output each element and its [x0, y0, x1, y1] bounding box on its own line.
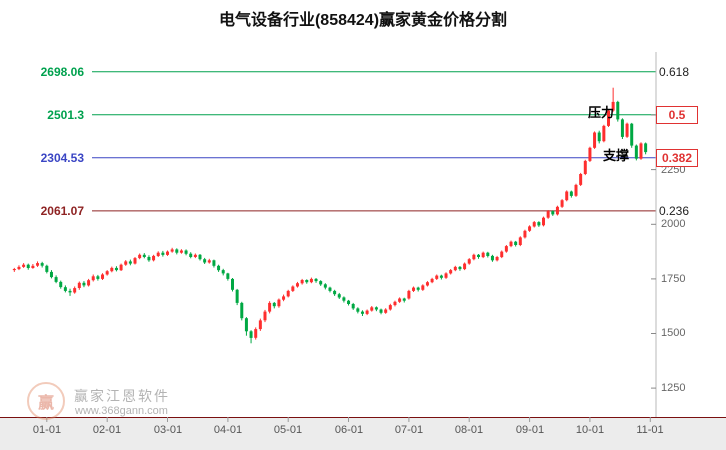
brand-logo-icon: 赢	[27, 382, 65, 420]
fib-price-label-0382: 2304.53	[40, 151, 84, 165]
brand-name: 赢家江恩软件	[74, 388, 170, 404]
x-axis-tick: 01-01	[32, 424, 62, 436]
fib-ratio-label-0618: 0.618	[659, 65, 690, 79]
fib-price-label-0236: 2061.07	[40, 204, 84, 218]
y-axis-tick: 1500	[661, 327, 686, 339]
chart-title: 电气设备行业(858424)赢家黄金价格分割	[218, 12, 508, 29]
x-axis-tick: 10-01	[575, 424, 605, 436]
y-axis-tick: 2250	[661, 164, 686, 176]
support-annotation: 支撑	[603, 148, 630, 163]
x-axis-tick: 03-01	[153, 424, 183, 436]
fib-price-label-05: 2501.3	[47, 108, 84, 122]
x-axis-band	[0, 418, 726, 450]
x-axis-tick: 06-01	[334, 424, 364, 436]
y-axis-tick: 1250	[661, 382, 686, 394]
x-axis-tick: 08-01	[454, 424, 484, 436]
x-axis-tick: 02-01	[92, 424, 122, 436]
x-axis-tick: 09-01	[515, 424, 545, 436]
fib-ratio-label-0236: 0.236	[659, 204, 690, 218]
brand-url: www.368gann.com	[75, 405, 168, 417]
support-ratio-box: 0.382	[656, 149, 698, 167]
fib-price-label-0618: 2698.06	[40, 65, 84, 79]
x-axis-tick: 11-01	[636, 424, 664, 436]
resistance-ratio-box: 0.5	[656, 106, 698, 124]
resistance-annotation: 压力	[588, 105, 615, 120]
y-axis-tick: 2000	[661, 218, 686, 230]
x-axis-tick: 04-01	[213, 424, 243, 436]
x-axis-tick: 05-01	[273, 424, 303, 436]
y-axis-tick: 1750	[661, 273, 686, 285]
x-axis-tick: 07-01	[394, 424, 424, 436]
